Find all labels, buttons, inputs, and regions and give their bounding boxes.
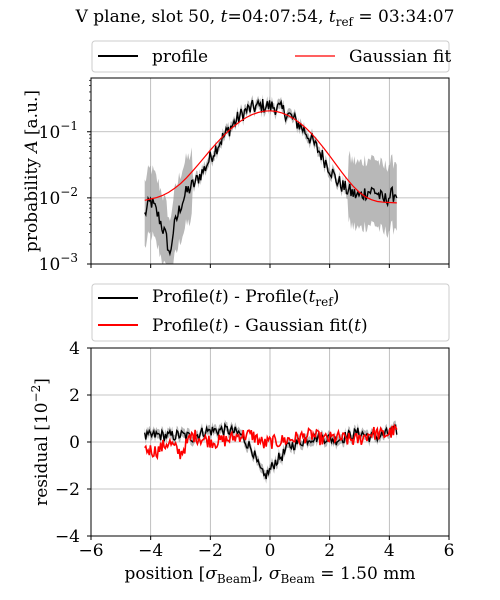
legend-top: profile Gaussian fit: [91, 40, 451, 73]
bottom-y-tick-label: 4: [69, 339, 80, 359]
legend-diff-label: Profile(t) - Profile(tref): [152, 287, 339, 309]
top-y-axis-label: probability A [a.u.]: [22, 90, 42, 252]
bottom-y-axis-label: residual [10−2]: [29, 378, 52, 506]
x-tick-label: 6: [444, 541, 455, 561]
diff-uncertainty-band: [144, 419, 397, 484]
x-tick-label: −4: [138, 541, 163, 561]
x-axis-label: position [σBeam], σBeam = 1.50 mm: [125, 564, 416, 586]
top-ticks: 10−3 10−2 10−1: [39, 79, 450, 275]
bottom-y-tick-label: −2: [55, 480, 80, 500]
gaussian-fit-line: [144, 110, 397, 204]
top-y-tick-label: 10−1: [39, 119, 78, 143]
top-axes-frame: [90, 77, 450, 265]
bottom-y-tick-label: −4: [55, 527, 80, 547]
legend-bottom-frame: [91, 283, 450, 342]
x-tick-label: 4: [384, 541, 395, 561]
legend-bottom: Profile(t) - Profile(tref) Profile(t) - …: [91, 283, 450, 342]
diff-line: [144, 422, 398, 480]
top-y-tick-label: 10−2: [39, 185, 78, 209]
x-tick-label: 2: [324, 541, 335, 561]
figure-title: V plane, slot 50, t=04:07:54, tref = 03:…: [75, 7, 455, 29]
legend-top-frame: [91, 40, 450, 73]
bottom-axes-frame: [90, 347, 450, 537]
x-tick-label: 0: [265, 541, 276, 561]
top-panel: 10−3 10−2 10−1 probability A [a.u.]: [22, 77, 450, 275]
bottom-grid: [91, 348, 449, 536]
residual-line: [144, 423, 398, 461]
legend-fit-label: Gaussian fit: [349, 47, 451, 67]
legend-profile-label: profile: [152, 47, 208, 67]
x-tick-label: −2: [198, 541, 223, 561]
profile-uncertainty-band: [144, 94, 397, 264]
bottom-y-tick-label: 2: [69, 386, 80, 406]
x-tick-label: −6: [78, 541, 103, 561]
bottom-y-tick-label: 0: [69, 433, 80, 453]
legend-res-label: Profile(t) - Gaussian fit(t): [152, 316, 368, 336]
top-y-tick-label: 10−3: [39, 251, 78, 275]
